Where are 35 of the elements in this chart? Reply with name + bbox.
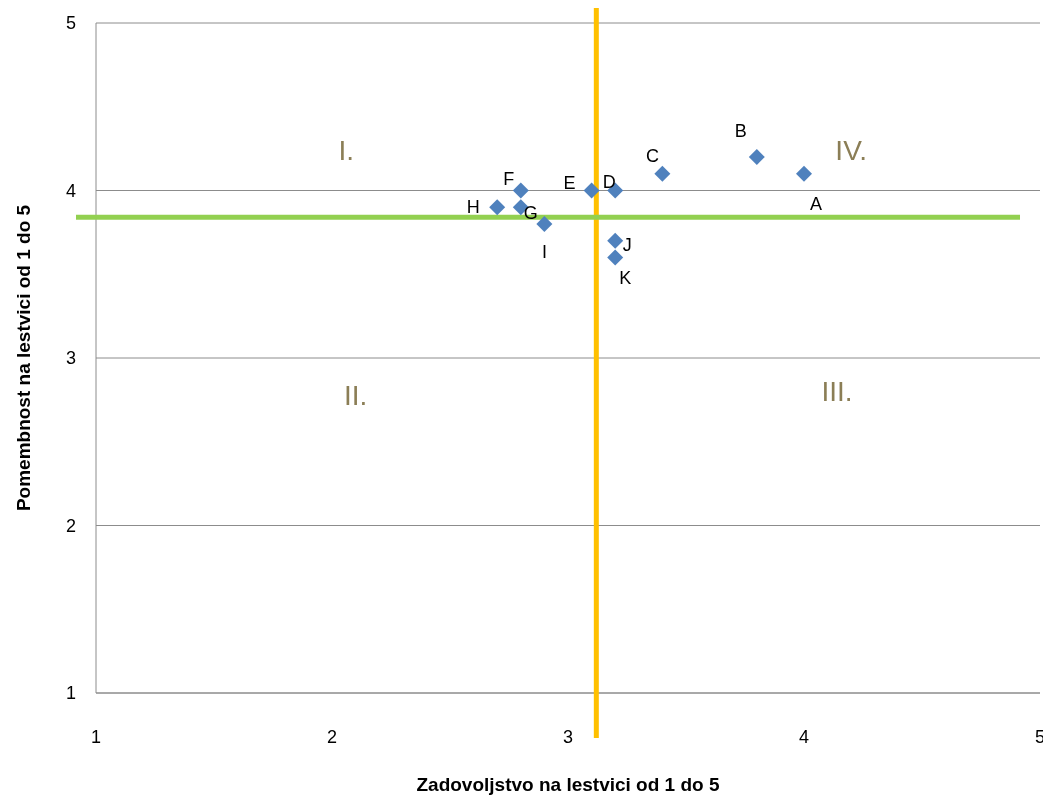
data-label: A — [809, 193, 823, 214]
point — [607, 249, 624, 266]
data-label: E — [563, 172, 576, 193]
point — [489, 199, 506, 216]
data-label: G — [523, 203, 538, 224]
point — [654, 165, 671, 182]
data-label: B — [734, 121, 747, 141]
x-tick-label: 2 — [326, 727, 338, 747]
data-label: H — [466, 197, 480, 218]
point — [607, 232, 624, 249]
x-tick-label: 3 — [562, 727, 574, 747]
y-axis-title: Pomembnost na lestvici od 1 do 5 — [13, 204, 34, 512]
point — [512, 182, 529, 199]
data-label: J — [622, 234, 632, 255]
x-tick-label: 1 — [90, 727, 102, 747]
data-label: D — [602, 171, 616, 192]
y-tick-label: 2 — [65, 515, 76, 536]
y-tick-label: 1 — [65, 683, 76, 704]
data-label: C — [645, 145, 659, 166]
data-label: K — [619, 267, 632, 288]
point — [796, 165, 812, 182]
annotation: IV. — [835, 135, 868, 167]
point — [536, 216, 553, 232]
annotation: II. — [343, 379, 368, 411]
point — [583, 182, 600, 199]
annotation: I. — [338, 135, 354, 167]
y-tick-label: 3 — [65, 348, 76, 369]
y-tick-label: 5 — [65, 13, 76, 34]
data-label: I — [541, 242, 547, 262]
annotation: III. — [821, 376, 853, 408]
point — [748, 149, 765, 165]
x-tick-label: 4 — [798, 727, 810, 747]
y-tick-label: 4 — [65, 180, 76, 201]
data-label: F — [503, 168, 515, 189]
x-axis-title: Zadovoljstvo na lestvici od 1 do 5 — [416, 774, 720, 795]
